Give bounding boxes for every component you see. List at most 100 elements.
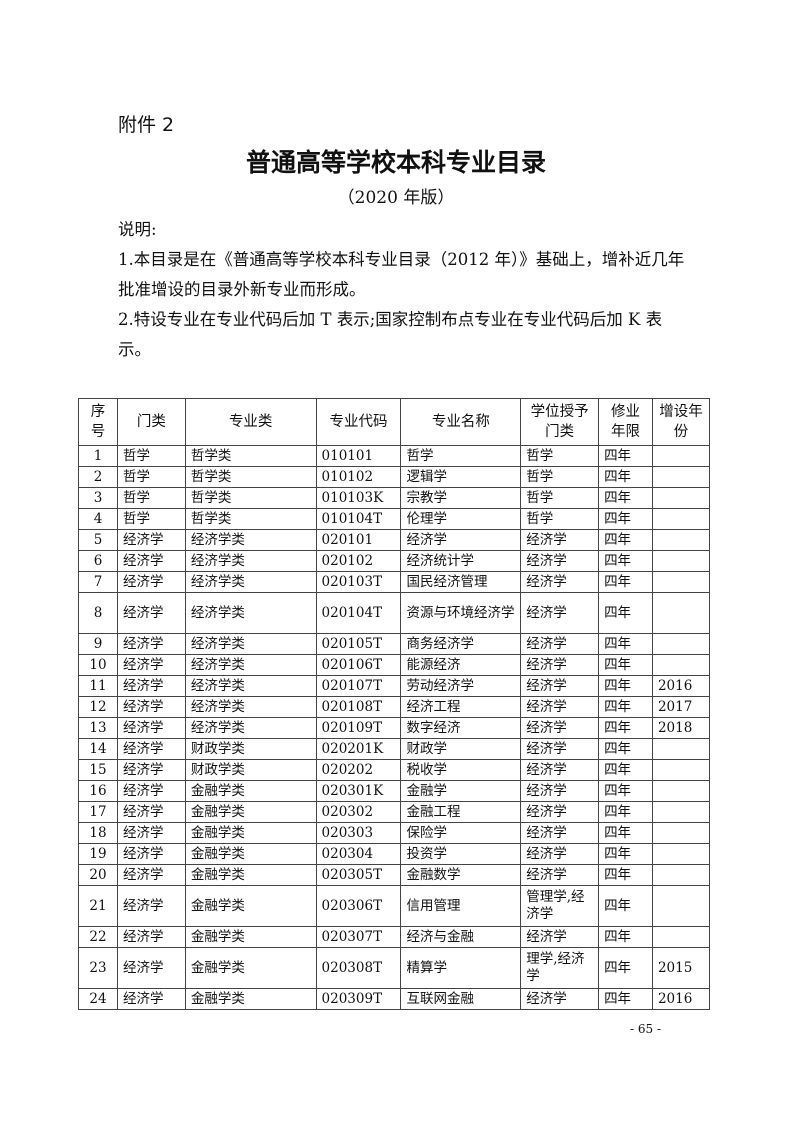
table-cell: 哲学	[520, 445, 600, 467]
table-cell: 金融工程	[400, 801, 522, 823]
table-cell: 17	[78, 801, 118, 823]
table-cell: 020102	[315, 550, 402, 572]
table-cell	[651, 445, 711, 467]
table-row: 3 哲学 哲学类 010103K 宗教学 哲学 四年	[78, 487, 711, 509]
table-cell: 020306T	[315, 885, 402, 927]
table-cell: 经济学	[520, 529, 600, 551]
attachment-label: 附件 2	[118, 114, 175, 136]
table-cell	[651, 780, 711, 802]
table-cell: 经济学	[116, 675, 186, 697]
table-cell: 四年	[598, 654, 653, 676]
table-row: 12 经济学 经济学类 020108T 经济工程 经济学 四年 2017	[78, 696, 711, 718]
table-cell: 18	[78, 822, 118, 844]
table-cell: 经济学	[116, 759, 186, 781]
table-cell: 2017	[651, 696, 711, 718]
table-cell: 020304	[315, 843, 402, 865]
table-cell: 经济学	[116, 717, 186, 739]
table-row: 8 经济学 经济学类 020104T 资源与环境经济学 经济学 四年	[78, 592, 711, 634]
table-cell: 经济学类	[184, 529, 317, 551]
table-cell: 经济学类	[184, 654, 317, 676]
table-cell: 2015	[651, 947, 711, 989]
table-cell	[651, 487, 711, 509]
table-cell: 资源与环境经济学	[400, 592, 522, 634]
table-cell: 金融学类	[184, 864, 317, 886]
table-cell: 金融数学	[400, 864, 522, 886]
table-cell: 经济与金融	[400, 926, 522, 948]
table-cell: 经济学	[520, 654, 600, 676]
table-row: 16 经济学 金融学类 020301K 金融学 经济学 四年	[78, 780, 711, 802]
table-cell: 哲学类	[184, 508, 317, 530]
table-cell: 四年	[598, 487, 653, 509]
table-row: 15 经济学 财政学类 020202 税收学 经济学 四年	[78, 759, 711, 781]
table-cell: 四年	[598, 675, 653, 697]
table-cell: 经济学	[116, 988, 186, 1010]
table-cell: 经济学类	[184, 633, 317, 655]
table-cell: 四年	[598, 822, 653, 844]
table-cell	[651, 529, 711, 551]
table-cell: 经济学	[520, 988, 600, 1010]
table-cell: 四年	[598, 759, 653, 781]
table-cell: 四年	[598, 508, 653, 530]
table-row: 24 经济学 金融学类 020309T 互联网金融 经济学 四年 2016	[78, 988, 711, 1010]
table-cell: 020307T	[315, 926, 402, 948]
table-cell: 金融学类	[184, 885, 317, 927]
table-cell: 15	[78, 759, 118, 781]
page-number: - 65 -	[630, 1022, 662, 1036]
table-row: 11 经济学 经济学类 020107T 劳动经济学 经济学 四年 2016	[78, 675, 711, 697]
table-header-row: 序号 门类 专业类 专业代码 专业名称 学位授予门类 修业年限 增设年份	[78, 398, 711, 446]
table-cell	[651, 508, 711, 530]
table-cell: 2018	[651, 717, 711, 739]
table-cell: 22	[78, 926, 118, 948]
table-cell: 12	[78, 696, 118, 718]
table-row: 5 经济学 经济学类 020101 经济学 经济学 四年	[78, 529, 711, 551]
table-cell: 哲学类	[184, 487, 317, 509]
table-cell: 经济学	[116, 926, 186, 948]
note-1: 1.本目录是在《普通高等学校本科专业目录（2012 年）》基础上，增补近几年批准…	[118, 250, 685, 299]
table-cell: 伦理学	[400, 508, 522, 530]
document-title: 普通高等学校本科专业目录	[245, 148, 546, 177]
table-cell: 四年	[598, 926, 653, 948]
table-cell: 经济学	[520, 926, 600, 948]
table-cell: 逻辑学	[400, 466, 522, 488]
table-row: 18 经济学 金融学类 020303 保险学 经济学 四年	[78, 822, 711, 844]
table-cell: 哲学	[400, 445, 522, 467]
table-cell	[651, 801, 711, 823]
table-cell: 2016	[651, 675, 711, 697]
table-cell: 四年	[598, 696, 653, 718]
table-cell	[651, 550, 711, 572]
table-row: 2 哲学 哲学类 010102 逻辑学 哲学 四年	[78, 466, 711, 488]
table-cell: 经济学	[116, 738, 186, 760]
table-cell: 9	[78, 633, 118, 655]
table-cell	[651, 759, 711, 781]
table-cell: 11	[78, 675, 118, 697]
table-cell: 24	[78, 988, 118, 1010]
table-cell: 经济学类	[184, 717, 317, 739]
table-cell	[651, 822, 711, 844]
table-cell: 4	[78, 508, 118, 530]
table-cell: 020108T	[315, 696, 402, 718]
table-cell: 3	[78, 487, 118, 509]
table-cell: 经济学	[520, 717, 600, 739]
table-cell	[651, 633, 711, 655]
column-header: 门类	[116, 398, 186, 446]
table-cell: 金融学	[400, 780, 522, 802]
table-cell: 5	[78, 529, 118, 551]
table-cell: 010101	[315, 445, 402, 467]
column-header: 专业类	[184, 398, 317, 446]
table-cell	[651, 843, 711, 865]
table-cell: 经济工程	[400, 696, 522, 718]
table-cell: 四年	[598, 988, 653, 1010]
table-row: 20 经济学 金融学类 020305T 金融数学 经济学 四年	[78, 864, 711, 886]
table-cell: 四年	[598, 801, 653, 823]
table-cell: 经济学类	[184, 592, 317, 634]
table-row: 22 经济学 金融学类 020307T 经济与金融 经济学 四年	[78, 926, 711, 948]
table-cell: 财政学类	[184, 759, 317, 781]
table-cell: 经济学	[116, 864, 186, 886]
column-header: 修业年限	[598, 398, 653, 446]
table-cell: 020201K	[315, 738, 402, 760]
table-cell: 经济学	[116, 592, 186, 634]
table-cell: 保险学	[400, 822, 522, 844]
table-cell: 金融学类	[184, 988, 317, 1010]
table-cell: 四年	[598, 571, 653, 593]
table-cell: 经济学	[520, 633, 600, 655]
